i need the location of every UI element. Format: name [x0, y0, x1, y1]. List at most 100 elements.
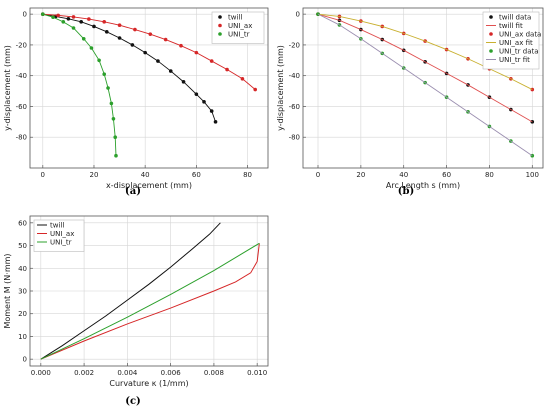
y-tick-label: 0: [296, 11, 300, 19]
legend-label: UNI_tr fit: [499, 56, 530, 64]
series-line-twill: [40, 222, 221, 360]
data-point-uni_tr: [61, 20, 66, 24]
x-tick-label: 100: [526, 171, 539, 179]
legend-label: UNI_tr: [50, 239, 72, 247]
caption-a: (a): [125, 186, 141, 197]
x-tick-label: 80: [243, 171, 252, 179]
y-tick-label: 0: [23, 356, 27, 364]
data-point-uni_tr: [89, 46, 94, 50]
data-point-twill: [194, 92, 199, 96]
x-tick-label: 20: [356, 171, 365, 179]
x-tick-label: 0.006: [161, 369, 182, 377]
data-point-twill: [117, 36, 122, 40]
data-point-twill: [181, 80, 186, 84]
legend-label: UNI_tr: [228, 31, 250, 39]
x-axis-label: Arc Length s (mm): [386, 181, 460, 190]
legend-label: UNI_tr data: [499, 48, 539, 56]
y-tick-label: -20: [16, 41, 27, 49]
y-tick-label: 30: [18, 288, 27, 296]
y-tick-label: -20: [289, 41, 300, 49]
y-tick-label: 50: [18, 242, 27, 250]
data-point-twill: [168, 69, 173, 73]
data-point-twill: [66, 16, 71, 21]
series-line-uni_ax-fit: [317, 13, 533, 90]
legend-label: twill data: [499, 14, 531, 22]
x-tick-label: 40: [399, 171, 408, 179]
series-line-uni_tr-fit: [317, 13, 533, 157]
data-point-uni_tr: [81, 36, 86, 41]
x-tick-label: 40: [141, 171, 150, 179]
x-tick-label: 60: [442, 171, 451, 179]
x-axis-label: x-displacement (mm): [106, 181, 192, 190]
legend-swatch: [218, 23, 222, 28]
legend-label: twill: [228, 14, 242, 22]
y-tick-label: -80: [16, 134, 27, 142]
legend-label: UNI_ax: [228, 22, 252, 30]
legend-swatch: [489, 32, 493, 36]
x-tick-label: 0.000: [31, 369, 51, 377]
x-tick-label: 0.004: [117, 369, 138, 377]
legend-label: twill fit: [499, 22, 523, 30]
y-tick-label: -60: [16, 103, 27, 111]
data-point-uni_tr: [114, 153, 118, 158]
data-point-uni_ax: [133, 27, 137, 32]
x-tick-label: 0: [316, 171, 320, 179]
y-axis-label: y-displacement (mm): [276, 45, 285, 131]
data-point-uni_tr: [106, 86, 110, 90]
y-tick-label: -60: [289, 103, 300, 111]
caption-b: (b): [398, 186, 414, 197]
legend-label: UNI_ax fit: [499, 39, 533, 47]
data-point-uni_ax: [225, 67, 229, 72]
chart-b: 0 20 40 60 80 100 0 -20 -40 -60 -80 Arc Length s (m…: [276, 7, 544, 190]
series-line-uni_ax: [40, 243, 260, 360]
data-point-uni_tr: [109, 101, 114, 106]
y-tick-label: -40: [289, 72, 300, 80]
data-point-twill: [92, 24, 96, 29]
data-point-uni_ax: [179, 43, 183, 48]
y-tick-label: 20: [18, 310, 27, 318]
legend-swatch: [218, 32, 222, 36]
data-point-twill: [156, 59, 160, 63]
plot-frame: [302, 7, 544, 169]
data-point-uni_ax: [71, 15, 76, 19]
data-point-uni_ax: [240, 76, 245, 81]
plot-frame: [29, 215, 269, 367]
data-point-twill: [143, 50, 147, 55]
y-tick-label: 60: [18, 219, 27, 227]
data-point-uni_tr: [97, 58, 101, 63]
data-point-uni_ax: [209, 59, 214, 63]
data-point-uni_ax: [148, 32, 153, 36]
legend-label: UNI_ax data: [499, 31, 541, 39]
data-point-uni_tr: [51, 15, 55, 20]
data-point-twill: [130, 43, 135, 47]
legend-label: UNI_ax: [50, 230, 74, 238]
x-tick-label: 60: [192, 171, 201, 179]
data-point-twill: [104, 30, 109, 34]
legend-swatch: [489, 49, 493, 53]
data-point-twill: [209, 109, 214, 113]
x-tick-label: 20: [90, 171, 99, 179]
x-tick-label: 0: [41, 171, 45, 179]
x-tick-label: 0.002: [74, 369, 94, 377]
data-point-uni_tr: [111, 116, 116, 121]
y-axis-label: y-displacement (mm): [3, 45, 12, 131]
y-tick-label: 40: [18, 265, 27, 273]
data-point-uni_tr: [113, 135, 118, 140]
data-point-uni_tr: [40, 12, 45, 16]
series-line-twill-fit: [317, 13, 533, 123]
x-tick-label: 0.008: [204, 369, 224, 377]
data-point-uni_ax: [87, 17, 91, 21]
data-point-twill: [202, 100, 206, 104]
data-point-twill: [79, 20, 83, 24]
chart-c: 0.000 0.002 0.004 0.006 0.008 0.010 0 10 20 30 40 5…: [3, 215, 269, 388]
data-point-twill: [213, 120, 218, 124]
plot-frame: [29, 7, 269, 169]
data-point-uni_tr: [71, 26, 76, 30]
y-axis-label: Moment M (N·mm): [3, 253, 12, 328]
y-tick-label: 0: [23, 11, 27, 19]
legend-swatch: [489, 15, 493, 19]
data-point-uni_ax: [102, 20, 107, 24]
legend-swatch: [218, 15, 222, 19]
data-point-uni_ax: [117, 23, 122, 28]
